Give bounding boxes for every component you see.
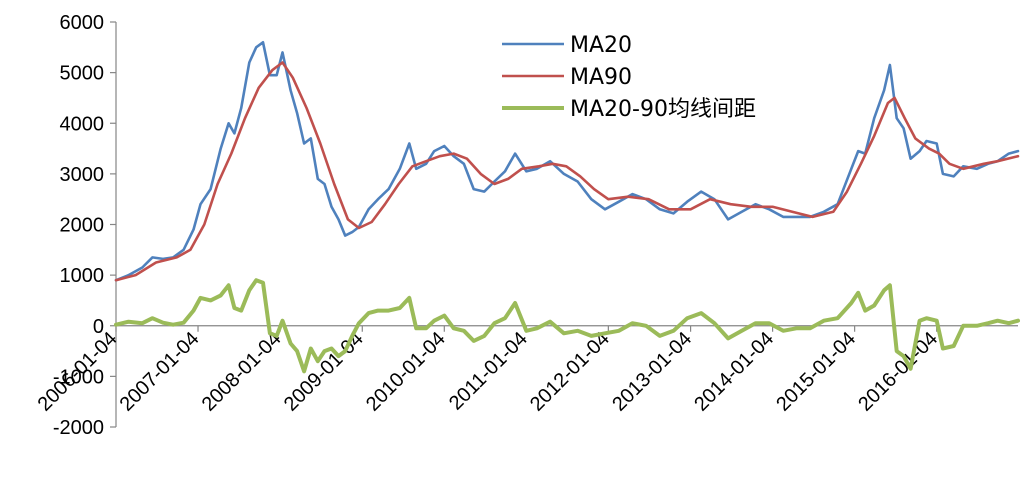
series-line-2	[114, 61, 1020, 282]
chart-legend: MA20 MA90 MA20-90均线间距	[502, 33, 756, 122]
x-tick-label: 2016-01-04	[854, 328, 942, 416]
y-tick-label: 3000	[60, 164, 105, 186]
y-tick-label: -1000	[53, 366, 104, 388]
y-tick-label: 6000	[60, 12, 105, 34]
series-layer	[114, 41, 1020, 374]
x-tick-label: 2008-01-04	[198, 328, 286, 416]
legend-label: MA20	[570, 33, 632, 58]
y-tick-label: 5000	[60, 63, 105, 85]
y-tick-label: 2000	[60, 215, 105, 237]
x-tick-label: 2011-01-04	[445, 328, 532, 415]
x-tick-label: 2014-01-04	[690, 328, 778, 416]
y-tick-label: -2000	[53, 417, 104, 439]
x-tick-label: 2009-01-04	[280, 328, 368, 416]
x-tick-label: 2010-01-04	[362, 328, 450, 416]
y-tick-label: 4000	[60, 113, 105, 135]
x-tick-label: 2015-01-04	[772, 328, 860, 416]
y-tick-label: 0	[93, 316, 104, 338]
series-line-1	[114, 41, 1020, 282]
legend-label: MA90	[570, 65, 632, 90]
x-tick-label: 2006-01-04	[34, 328, 122, 416]
legend-label: MA20-90均线间距	[570, 97, 756, 122]
x-tick-label: 2013-01-04	[608, 328, 696, 416]
y-tick-label: 1000	[60, 265, 105, 287]
x-tick-label: 2007-01-04	[116, 328, 204, 416]
x-tick-label: 2012-01-04	[526, 328, 614, 416]
series-line-3	[114, 278, 1020, 374]
